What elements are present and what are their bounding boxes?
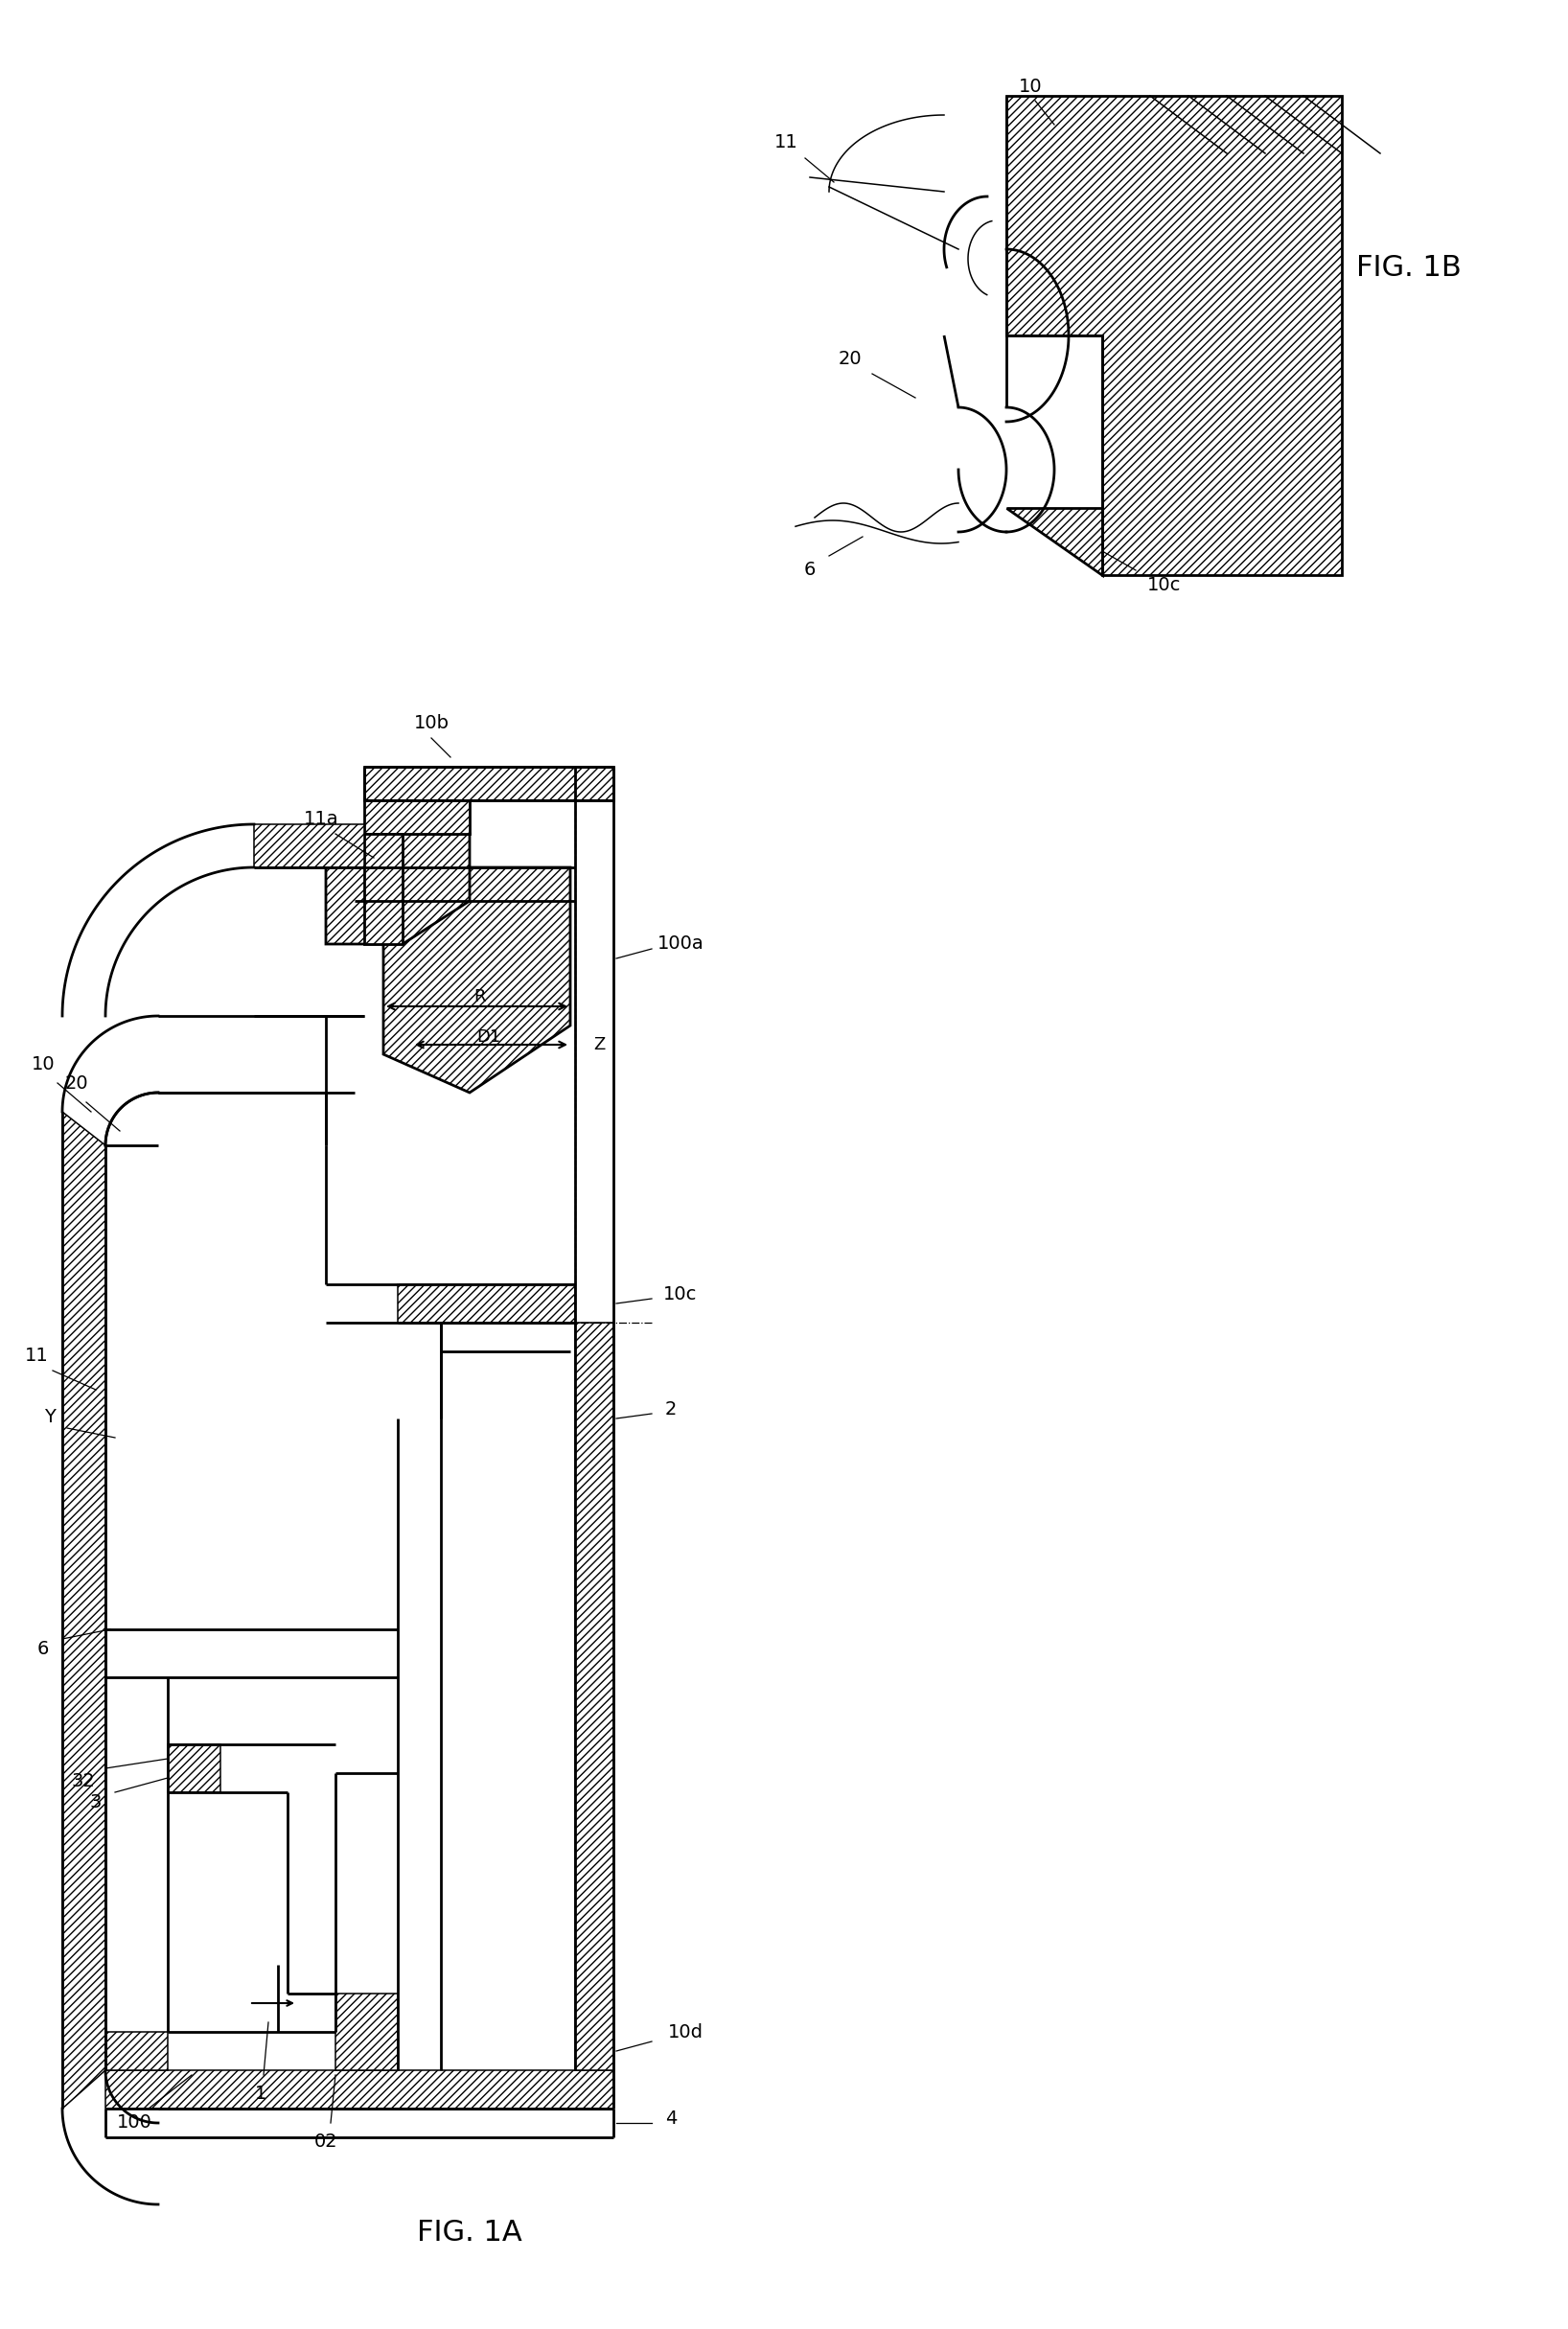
- Text: 11: 11: [25, 1346, 49, 1365]
- Polygon shape: [105, 2070, 613, 2108]
- Text: 11: 11: [775, 133, 798, 151]
- Polygon shape: [575, 1323, 613, 2070]
- Text: Z: Z: [593, 1036, 605, 1053]
- Text: 6: 6: [804, 561, 815, 580]
- Polygon shape: [254, 824, 364, 866]
- Text: 100a: 100a: [657, 934, 704, 953]
- Polygon shape: [336, 1994, 398, 2070]
- Text: 10c: 10c: [1148, 575, 1181, 594]
- Text: R: R: [474, 987, 485, 1006]
- Polygon shape: [1007, 95, 1342, 575]
- Text: 10d: 10d: [668, 2024, 702, 2040]
- Polygon shape: [63, 1111, 105, 2108]
- Polygon shape: [1007, 508, 1102, 575]
- Text: Y: Y: [44, 1407, 55, 1425]
- Text: 20: 20: [839, 349, 862, 368]
- Text: 20: 20: [64, 1074, 88, 1092]
- Text: 10: 10: [31, 1055, 55, 1074]
- Polygon shape: [364, 834, 403, 943]
- Polygon shape: [168, 1744, 221, 1793]
- Text: FIG. 1A: FIG. 1A: [417, 2220, 522, 2247]
- Text: 32: 32: [72, 1772, 96, 1791]
- Polygon shape: [326, 834, 470, 943]
- Text: 10b: 10b: [414, 715, 448, 734]
- Text: 3: 3: [89, 1793, 102, 1812]
- Text: 10c: 10c: [663, 1286, 698, 1302]
- Text: D1: D1: [477, 1029, 500, 1046]
- Polygon shape: [398, 1283, 575, 1323]
- Polygon shape: [364, 801, 470, 834]
- Text: 4: 4: [665, 2110, 677, 2126]
- Text: 10: 10: [1019, 77, 1043, 95]
- Text: 1: 1: [254, 2084, 267, 2103]
- Text: 02: 02: [314, 2133, 337, 2152]
- Text: 2: 2: [665, 1400, 677, 1418]
- Polygon shape: [383, 866, 571, 1092]
- Polygon shape: [105, 2031, 168, 2070]
- Text: 100: 100: [116, 2115, 152, 2131]
- Text: 11a: 11a: [304, 810, 339, 829]
- Text: FIG. 1B: FIG. 1B: [1356, 254, 1461, 282]
- Text: 6: 6: [38, 1640, 49, 1658]
- Polygon shape: [364, 766, 613, 801]
